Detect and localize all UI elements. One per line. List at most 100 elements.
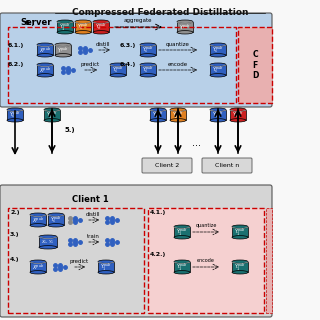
Ellipse shape: [150, 108, 166, 111]
Ellipse shape: [140, 63, 156, 66]
Text: $Y_1^{pub}$: $Y_1^{pub}$: [176, 226, 188, 238]
Ellipse shape: [98, 271, 114, 274]
Ellipse shape: [174, 271, 190, 274]
Ellipse shape: [93, 20, 109, 23]
FancyBboxPatch shape: [37, 45, 53, 55]
Ellipse shape: [55, 54, 71, 57]
FancyBboxPatch shape: [140, 45, 156, 55]
Text: $Y_s^{pub}$: $Y_s^{pub}$: [212, 109, 224, 120]
FancyBboxPatch shape: [202, 158, 252, 173]
FancyBboxPatch shape: [232, 227, 248, 237]
Ellipse shape: [30, 213, 46, 216]
Text: Client 1: Client 1: [72, 195, 108, 204]
FancyBboxPatch shape: [230, 110, 246, 120]
Text: $Y_1^{pub}$: $Y_1^{pub}$: [100, 261, 112, 273]
Text: $Y_s^{pub}$: $Y_s^{pub}$: [142, 44, 154, 55]
Text: Client 2: Client 2: [155, 163, 179, 167]
Ellipse shape: [57, 20, 73, 23]
FancyBboxPatch shape: [37, 65, 53, 75]
Ellipse shape: [37, 63, 53, 66]
Ellipse shape: [37, 43, 53, 46]
Text: $X^{pub}$: $X^{pub}$: [32, 215, 44, 225]
FancyBboxPatch shape: [39, 237, 57, 247]
Text: $Y^{pub}$: $Y^{pub}$: [57, 45, 69, 55]
Ellipse shape: [177, 31, 193, 34]
Ellipse shape: [39, 235, 57, 238]
Ellipse shape: [170, 119, 186, 122]
Text: $Y_s^{pub}$: $Y_s^{pub}$: [9, 109, 21, 120]
Text: 5.): 5.): [65, 127, 76, 133]
Ellipse shape: [140, 54, 156, 57]
Text: 2.): 2.): [10, 210, 20, 215]
FancyBboxPatch shape: [44, 110, 60, 120]
Ellipse shape: [110, 74, 126, 77]
Text: Client n: Client n: [215, 163, 239, 167]
Ellipse shape: [174, 260, 190, 263]
Ellipse shape: [30, 260, 46, 263]
Text: $Y_s^{pub}$: $Y_s^{pub}$: [212, 65, 224, 76]
Text: 6.3.): 6.3.): [120, 43, 136, 48]
Text: $X^{pub}$: $X^{pub}$: [39, 45, 51, 55]
Ellipse shape: [150, 119, 166, 122]
Ellipse shape: [210, 119, 226, 122]
Text: $Y_1^{pub}$: $Y_1^{pub}$: [176, 261, 188, 273]
FancyBboxPatch shape: [93, 22, 109, 32]
Text: $Y_2^{pub}$: $Y_2^{pub}$: [172, 109, 184, 121]
Ellipse shape: [7, 119, 23, 122]
Ellipse shape: [75, 20, 91, 23]
Text: $Y_n^{pub}$: $Y_n^{pub}$: [95, 22, 107, 32]
FancyBboxPatch shape: [0, 13, 272, 107]
FancyBboxPatch shape: [0, 185, 272, 317]
FancyBboxPatch shape: [170, 110, 186, 120]
Ellipse shape: [48, 224, 64, 227]
Text: aggregate: aggregate: [124, 18, 152, 23]
Text: $Y_s^{pub}$: $Y_s^{pub}$: [112, 65, 124, 76]
Ellipse shape: [230, 119, 246, 122]
Text: $Y_1^{pub}$: $Y_1^{pub}$: [59, 21, 71, 33]
Text: $Y_1^{pub}$: $Y_1^{pub}$: [46, 109, 58, 121]
Ellipse shape: [210, 43, 226, 46]
Ellipse shape: [230, 108, 246, 111]
FancyBboxPatch shape: [140, 65, 156, 75]
Ellipse shape: [232, 271, 248, 274]
FancyBboxPatch shape: [55, 45, 71, 55]
Ellipse shape: [7, 108, 23, 111]
Ellipse shape: [170, 108, 186, 111]
FancyBboxPatch shape: [75, 22, 91, 32]
FancyBboxPatch shape: [238, 27, 272, 103]
Text: 4.1.): 4.1.): [150, 210, 166, 215]
Ellipse shape: [177, 20, 193, 23]
Text: $Y_s^{pub}$: $Y_s^{pub}$: [50, 215, 62, 225]
Ellipse shape: [93, 31, 109, 34]
Text: train: train: [87, 234, 100, 239]
FancyBboxPatch shape: [232, 262, 248, 272]
Text: distill: distill: [96, 42, 110, 47]
Ellipse shape: [98, 260, 114, 263]
Ellipse shape: [140, 43, 156, 46]
FancyBboxPatch shape: [110, 65, 126, 75]
Text: $Y_s^{pub}$: $Y_s^{pub}$: [142, 65, 154, 76]
FancyBboxPatch shape: [210, 45, 226, 55]
Text: 4.): 4.): [10, 257, 20, 262]
Text: Compressed Federated Distillation: Compressed Federated Distillation: [72, 8, 248, 17]
FancyBboxPatch shape: [7, 110, 23, 120]
Ellipse shape: [110, 63, 126, 66]
FancyBboxPatch shape: [57, 22, 73, 32]
Ellipse shape: [44, 108, 60, 111]
Ellipse shape: [48, 213, 64, 216]
Text: $Y_s^{pub}$: $Y_s^{pub}$: [212, 44, 224, 55]
Text: encode: encode: [197, 258, 215, 263]
Ellipse shape: [30, 224, 46, 227]
Text: $Y^{pub}$: $Y^{pub}$: [179, 22, 191, 32]
FancyBboxPatch shape: [210, 110, 226, 120]
Ellipse shape: [30, 271, 46, 274]
FancyBboxPatch shape: [266, 208, 272, 313]
Text: $Y_n^{pub}$: $Y_n^{pub}$: [232, 109, 244, 120]
Text: C
F
D: C F D: [252, 50, 258, 80]
Text: $Y_1^{pub}$: $Y_1^{pub}$: [234, 226, 246, 238]
Text: Server: Server: [20, 18, 52, 27]
Ellipse shape: [210, 54, 226, 57]
Ellipse shape: [174, 236, 190, 239]
FancyBboxPatch shape: [142, 158, 192, 173]
Text: 6.): 6.): [25, 20, 36, 26]
